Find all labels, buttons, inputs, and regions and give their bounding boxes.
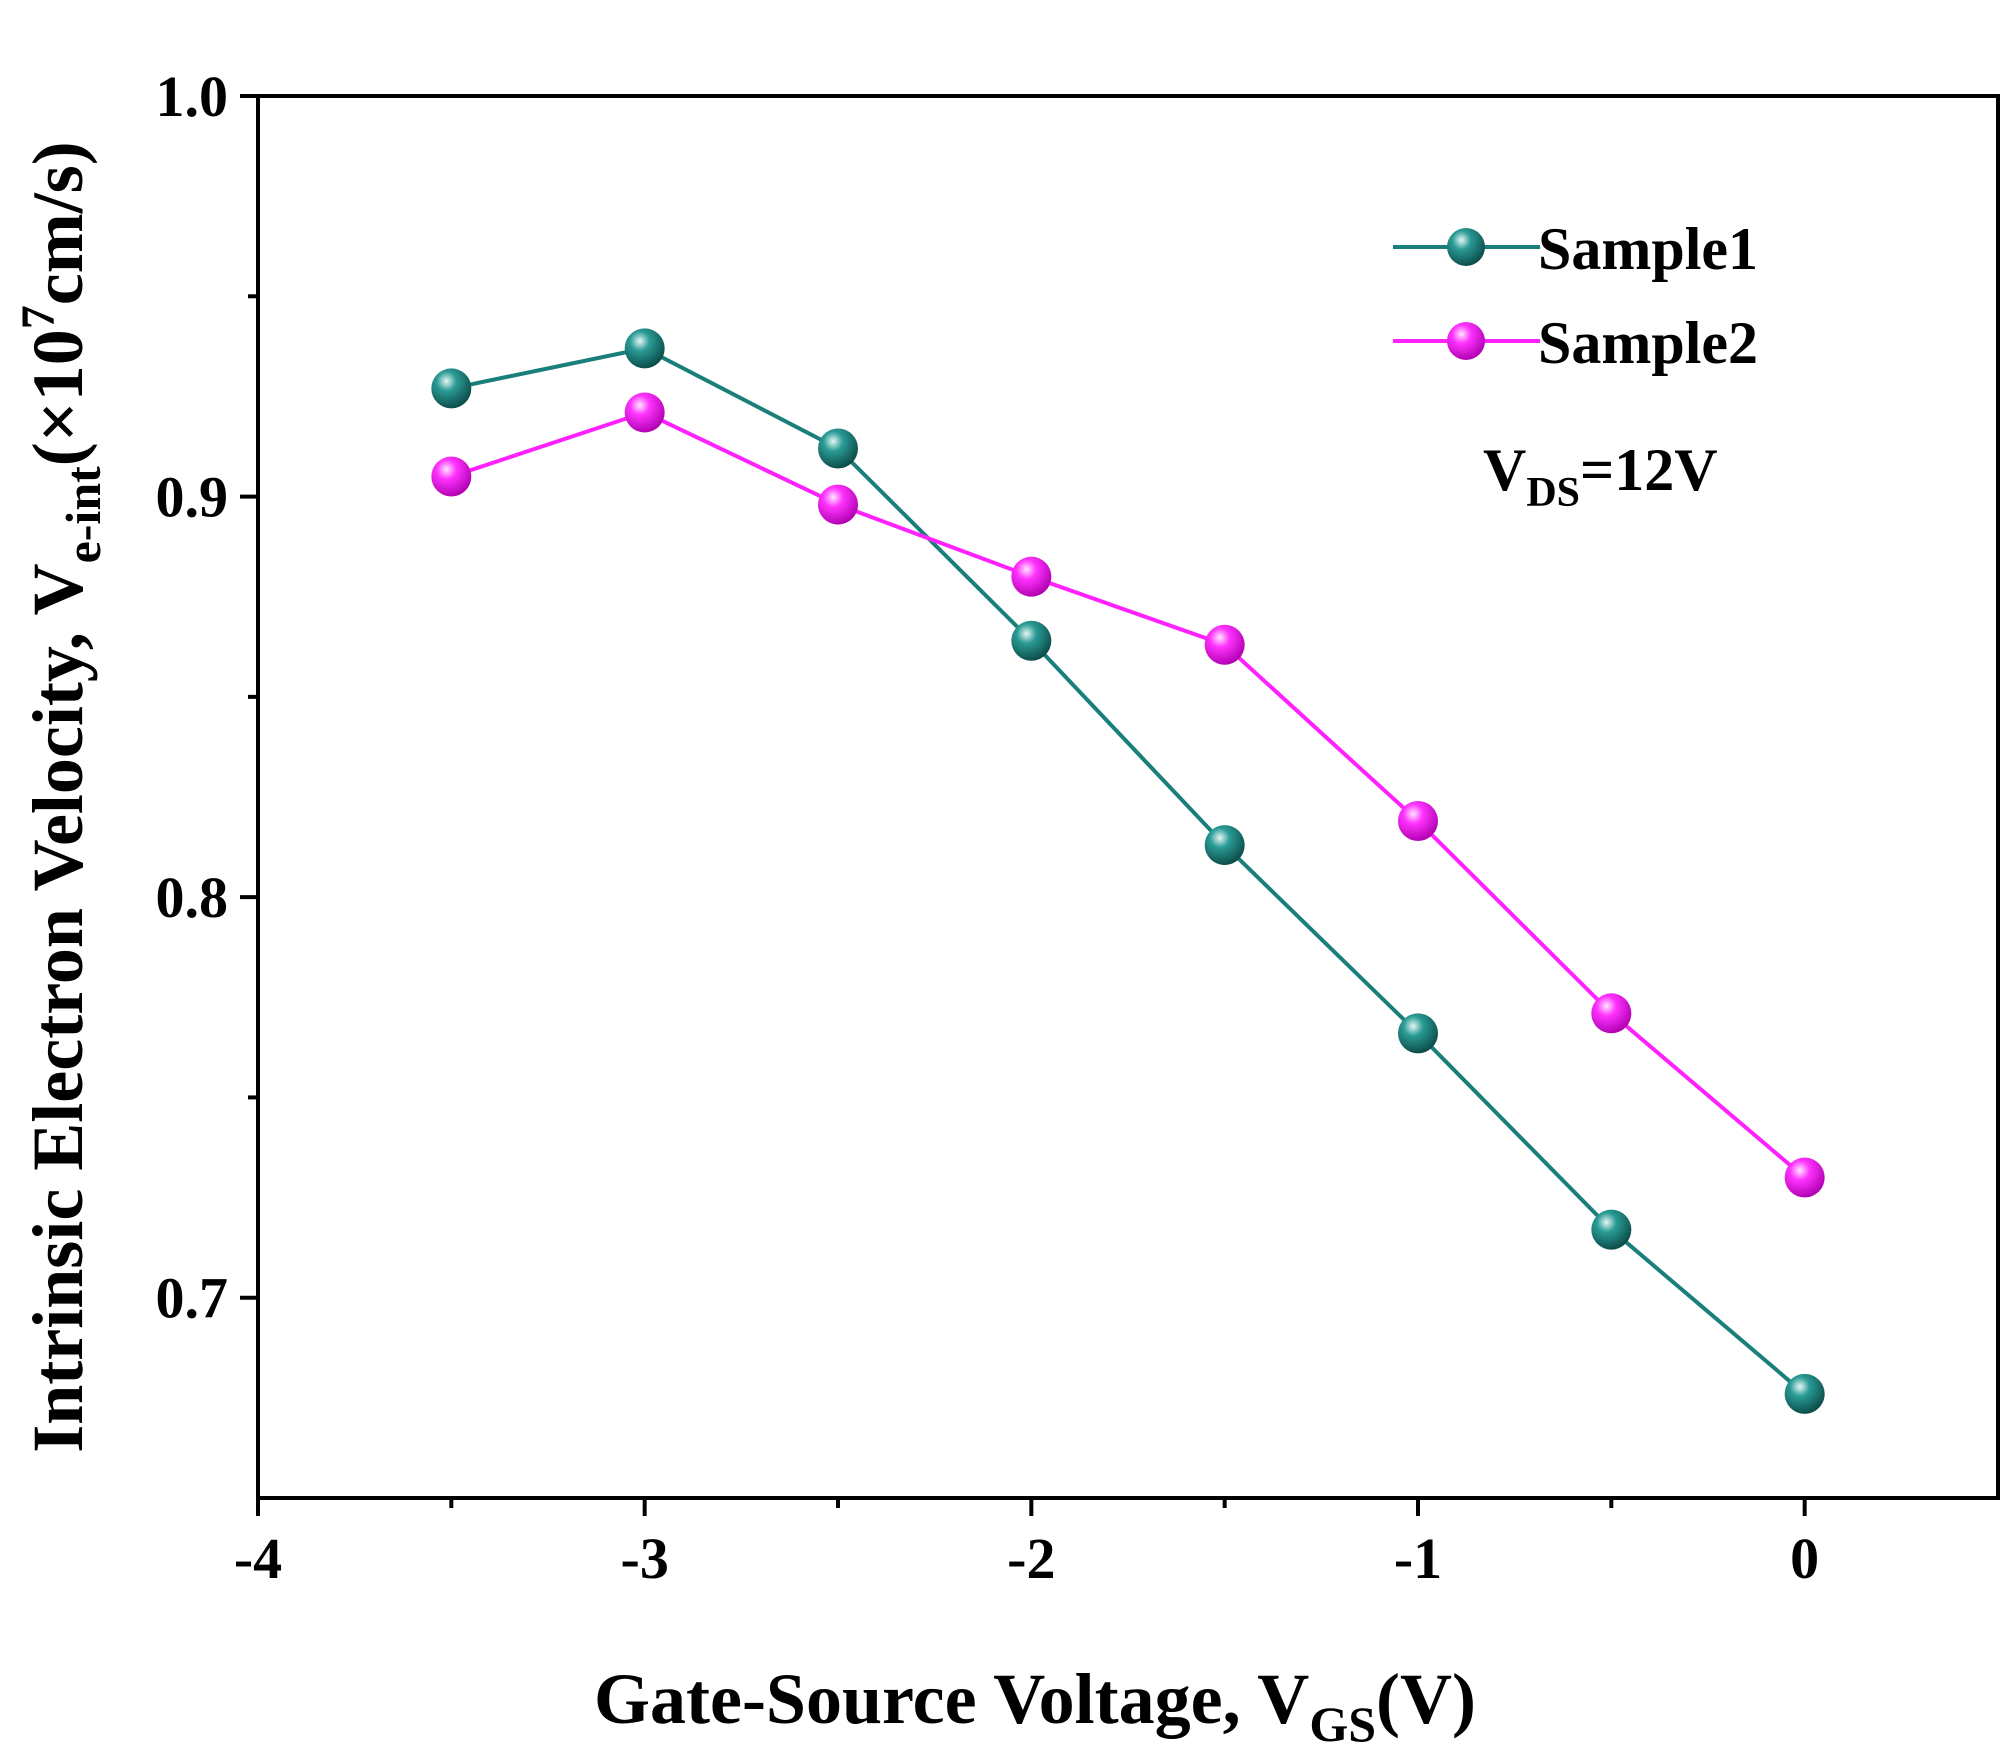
- legend-label-sample2: Sample2: [1538, 310, 1758, 376]
- series-layer: [431, 328, 1825, 1414]
- x-axis-title-main: Gate-Source Voltage, V: [594, 1659, 1309, 1739]
- plot-frame: [256, 94, 2000, 1500]
- data-point-sample1: [431, 368, 472, 409]
- y-axis-title-sup: 7: [12, 305, 65, 329]
- x-tick-label: -2: [1007, 1526, 1055, 1591]
- y-axis-title-main: Intrinsic Electron Velocity, V: [18, 563, 98, 1452]
- data-point-sample1: [1591, 1209, 1632, 1250]
- y-tick-label: 1.0: [156, 64, 229, 129]
- y-axis-title-sub: e-int: [55, 466, 111, 564]
- y-axis-title-suffix: cm/s): [18, 141, 98, 305]
- x-tick-label: 0: [1790, 1526, 1819, 1591]
- data-point-sample2: [1011, 556, 1052, 597]
- legend-marker-sample1: [1447, 228, 1485, 266]
- data-point-sample2: [431, 456, 472, 497]
- x-tick-label: -4: [234, 1526, 282, 1591]
- vds-annotation-sub: DS: [1526, 470, 1580, 516]
- data-point-sample1: [624, 328, 665, 369]
- data-point-sample1: [1204, 825, 1245, 866]
- data-point-sample1: [1011, 620, 1052, 661]
- data-point-sample1: [818, 428, 858, 469]
- legend: Sample1 Sample2: [1393, 216, 1758, 376]
- x-axis-title-sub: GS: [1309, 1696, 1376, 1752]
- data-point-sample2: [1784, 1157, 1825, 1198]
- x-axis-title-suffix: (V): [1376, 1659, 1476, 1739]
- y-axis-title-prefix: (×10: [18, 329, 98, 466]
- y-tick-label: 0.7: [156, 1266, 229, 1331]
- x-tick-label: -1: [1394, 1526, 1442, 1591]
- x-axis-title: Gate-Source Voltage, VGS(V): [594, 1659, 1476, 1752]
- legend-label-sample1: Sample1: [1538, 216, 1758, 282]
- y-tick-label: 0.9: [156, 465, 229, 530]
- data-point-sample2: [1398, 801, 1438, 842]
- vds-annotation-suffix: =12V: [1580, 437, 1718, 503]
- axis-tick-labels: -4 -3 -2 -1 0 0.7 0.8 0.9 1.0: [156, 64, 1820, 1591]
- data-point-sample1: [1398, 1013, 1438, 1054]
- series-line-sample1: [450, 346, 1806, 1396]
- data-point-sample2: [1591, 993, 1632, 1034]
- data-point-sample2: [818, 484, 858, 525]
- data-point-sample2: [624, 392, 665, 433]
- x-tick-label: -3: [621, 1526, 669, 1591]
- vds-annotation: VDS=12V: [1483, 437, 1718, 516]
- series-line-sample2: [450, 410, 1806, 1180]
- y-axis-title: Intrinsic Electron Velocity, Ve-int(×107…: [12, 141, 111, 1453]
- data-point-sample1: [1784, 1373, 1825, 1414]
- axis-ticks: [240, 94, 1807, 1516]
- data-point-sample2: [1204, 624, 1245, 665]
- y-tick-label: 0.8: [156, 865, 229, 930]
- legend-marker-sample2: [1447, 322, 1485, 360]
- vds-annotation-main: V: [1483, 437, 1526, 503]
